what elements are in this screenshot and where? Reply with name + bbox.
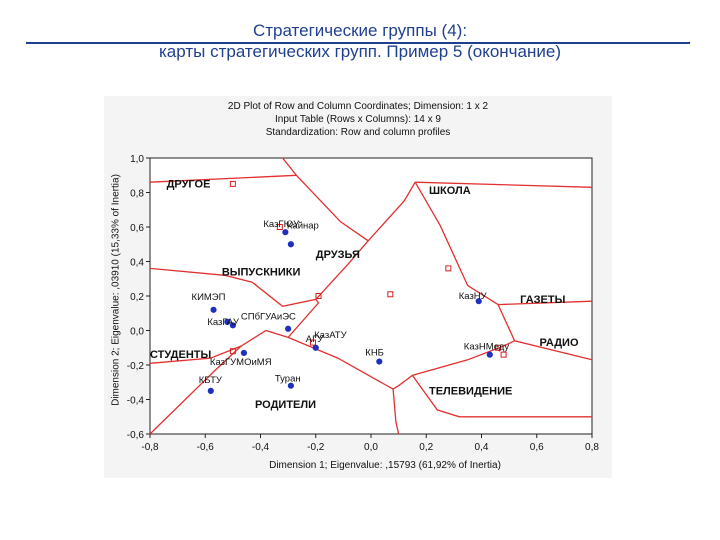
chart-subtitle-1: Input Table (Rows x Columns): 14 x 9 xyxy=(274,114,441,125)
chart-title: 2D Plot of Row and Column Coordinates; D… xyxy=(227,101,489,112)
row-point-label: АГУ xyxy=(306,334,324,345)
row-point-label: КазГАУ xyxy=(207,317,239,328)
row-point xyxy=(285,325,292,332)
x-axis-label: Dimension 1; Eigenvalue: ,15793 (61,92% … xyxy=(269,460,501,471)
x-tick-label: -0,2 xyxy=(307,442,325,453)
chart-subtitle-2: Standardization: Row and column profiles xyxy=(265,127,451,138)
y-tick-label: 0,0 xyxy=(130,327,144,338)
y-tick-label: -0,6 xyxy=(127,430,145,441)
row-point xyxy=(312,344,319,351)
slide-title-line-2: карты стратегических групп. Пример 5 (ок… xyxy=(159,42,561,61)
x-tick-label: -0,8 xyxy=(141,442,159,453)
slide-title-line-1: Стратегические группы (4): xyxy=(252,21,468,40)
region-boundary xyxy=(282,157,369,242)
row-point xyxy=(229,322,236,329)
row-point xyxy=(210,306,217,313)
x-tick-label: 0,6 xyxy=(530,442,544,453)
row-point-label: КНБ xyxy=(365,348,384,359)
region-boundary xyxy=(149,329,394,390)
y-tick-label: 0,6 xyxy=(130,223,144,234)
row-point-label: КазАТУ xyxy=(314,330,347,341)
region-boundary xyxy=(149,174,297,183)
column-point xyxy=(387,291,394,298)
region-boundary xyxy=(149,345,242,435)
x-tick-label: 0,0 xyxy=(364,442,378,453)
y-tick-label: -0,4 xyxy=(127,396,145,407)
y-axis-label: Dimension 2; Eigenvalue: ,03910 (15,33% … xyxy=(110,174,122,406)
region-boundary xyxy=(392,340,515,390)
row-point-label: КБТУ xyxy=(199,375,223,386)
region-boundary xyxy=(149,181,416,307)
y-tick-label: 0,8 xyxy=(130,189,144,200)
row-point xyxy=(207,387,214,394)
x-tick-label: 0,2 xyxy=(419,442,433,453)
group-label: ДРУГОЕ xyxy=(167,178,211,190)
row-point xyxy=(224,318,231,325)
column-point xyxy=(276,224,283,230)
group-label: ВЫПУСКНИКИ xyxy=(222,266,301,278)
column-point xyxy=(500,351,507,358)
slide-title: Стратегические группы (4): карты стратег… xyxy=(20,20,700,62)
group-label: ШКОЛА xyxy=(429,185,471,197)
group-label: РАДИО xyxy=(540,337,579,349)
x-tick-label: -0,4 xyxy=(252,442,270,453)
group-label: ДРУЗЬЯ xyxy=(316,249,360,261)
column-point xyxy=(309,339,316,346)
row-point xyxy=(287,241,294,248)
y-tick-label: 0,2 xyxy=(130,292,144,303)
row-point-label: СПбГУАиЭС xyxy=(241,311,296,322)
group-label: СТУДЕНТЫ xyxy=(150,349,212,361)
row-point-label: КазНУ xyxy=(459,291,488,302)
x-tick-label: 0,8 xyxy=(585,442,599,453)
row-point-label: КазГЮУ xyxy=(263,219,300,230)
row-point-label: КазГУМОиМЯ xyxy=(210,357,272,368)
y-tick-label: 1,0 xyxy=(130,154,144,165)
column-point xyxy=(315,293,322,299)
y-tick-label: -0,2 xyxy=(127,361,145,372)
chart-header: 2D Plot of Row and Column Coordinates; D… xyxy=(104,100,612,139)
column-point xyxy=(229,348,236,355)
region-boundary xyxy=(411,375,592,418)
column-point xyxy=(445,265,452,272)
group-label: РОДИТЕЛИ xyxy=(255,399,316,411)
column-point xyxy=(495,344,502,351)
region-boundary xyxy=(414,181,499,306)
x-tick-label: 0,4 xyxy=(475,442,489,453)
region-boundary xyxy=(287,299,320,338)
row-point-label: Кайнар xyxy=(287,220,319,231)
row-point xyxy=(287,382,294,389)
row-point xyxy=(376,358,383,365)
row-point xyxy=(282,229,289,236)
correspondence-plot: -0,8 -0,6 -0,4 -0,2 0,0 0,2 0,4 0,6 0,81,00,80,6… xyxy=(127,154,600,453)
region-boundary xyxy=(498,300,593,306)
title-divider xyxy=(26,42,690,44)
row-point xyxy=(475,298,482,305)
row-point-label: Туран xyxy=(275,374,301,385)
plot-area xyxy=(149,157,593,435)
region-boundary xyxy=(392,389,400,435)
region-boundary xyxy=(415,181,593,188)
row-point xyxy=(240,349,248,357)
row-point xyxy=(486,351,493,358)
group-label: ТЕЛЕВИДЕНИЕ xyxy=(429,385,512,397)
row-point-label: КИМЭП xyxy=(192,292,226,303)
group-label: ГАЗЕТЫ xyxy=(520,294,565,306)
y-tick-label: 0,4 xyxy=(130,258,144,269)
x-tick-label: -0,6 xyxy=(197,442,215,453)
row-point-label: КазНМеду xyxy=(464,342,510,353)
column-point xyxy=(229,180,236,187)
